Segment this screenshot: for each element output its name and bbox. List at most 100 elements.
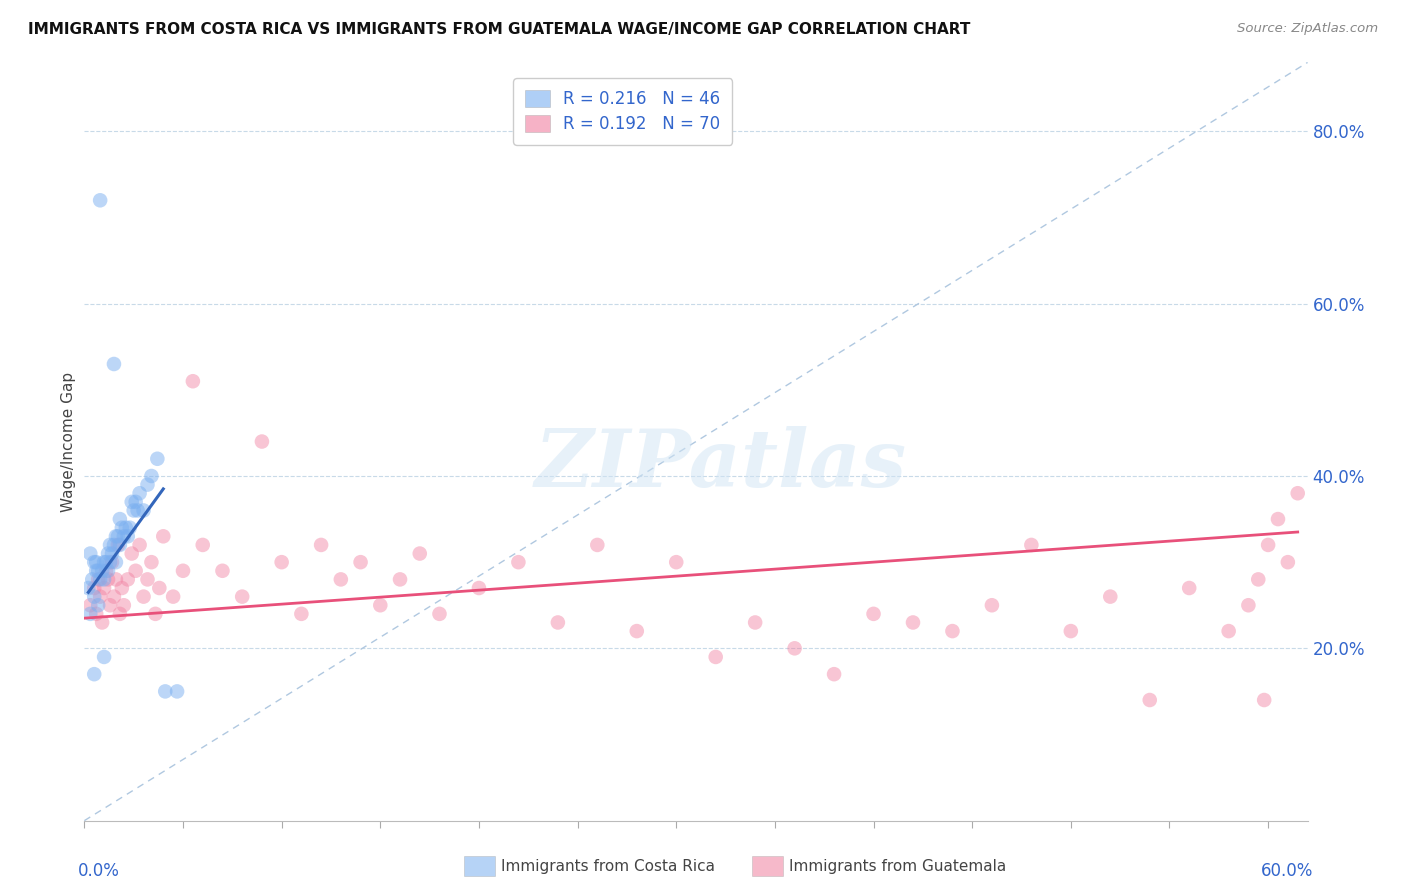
Text: Immigrants from Guatemala: Immigrants from Guatemala bbox=[789, 859, 1007, 873]
Point bbox=[1139, 693, 1161, 707]
Point bbox=[103, 357, 125, 371]
Point bbox=[79, 599, 101, 613]
Point bbox=[108, 607, 131, 621]
Text: Immigrants from Costa Rica: Immigrants from Costa Rica bbox=[501, 859, 714, 873]
Point bbox=[89, 573, 111, 587]
Point bbox=[329, 573, 352, 587]
Point bbox=[704, 649, 727, 664]
Point bbox=[1178, 581, 1201, 595]
Point bbox=[146, 451, 169, 466]
Point bbox=[79, 607, 101, 621]
Point bbox=[93, 581, 115, 595]
Text: 60.0%: 60.0% bbox=[1261, 863, 1313, 880]
Point bbox=[166, 684, 188, 698]
Point bbox=[862, 607, 884, 621]
Point bbox=[104, 529, 127, 543]
Point bbox=[211, 564, 233, 578]
Point bbox=[103, 590, 125, 604]
Legend: R = 0.216   N = 46, R = 0.192   N = 70: R = 0.216 N = 46, R = 0.192 N = 70 bbox=[513, 78, 733, 145]
Point bbox=[107, 538, 129, 552]
Point bbox=[94, 564, 117, 578]
Point bbox=[87, 573, 110, 587]
Point bbox=[121, 547, 143, 561]
Point bbox=[132, 503, 155, 517]
Point bbox=[87, 564, 110, 578]
Point bbox=[79, 547, 101, 561]
Point bbox=[107, 529, 129, 543]
Point bbox=[93, 649, 115, 664]
Point bbox=[468, 581, 491, 595]
Point bbox=[112, 529, 135, 543]
Point bbox=[117, 573, 139, 587]
Point bbox=[124, 495, 146, 509]
Point bbox=[83, 667, 105, 681]
Point bbox=[152, 529, 174, 543]
Point bbox=[108, 512, 131, 526]
Point bbox=[114, 521, 136, 535]
Point bbox=[89, 590, 111, 604]
Point bbox=[112, 599, 135, 613]
Point bbox=[98, 599, 121, 613]
Point bbox=[128, 538, 150, 552]
Point bbox=[84, 564, 107, 578]
Point bbox=[98, 555, 121, 569]
Point bbox=[97, 564, 120, 578]
Point bbox=[122, 503, 145, 517]
Point bbox=[136, 573, 159, 587]
Point bbox=[744, 615, 766, 630]
Point bbox=[87, 599, 110, 613]
Point bbox=[1218, 624, 1240, 639]
Point bbox=[111, 581, 134, 595]
Point bbox=[82, 573, 104, 587]
Point bbox=[83, 590, 105, 604]
Point bbox=[84, 607, 107, 621]
Point bbox=[108, 538, 131, 552]
Point bbox=[1247, 573, 1270, 587]
Point bbox=[101, 555, 124, 569]
Point bbox=[231, 590, 253, 604]
Point bbox=[89, 194, 111, 208]
Point bbox=[429, 607, 451, 621]
Point bbox=[93, 573, 115, 587]
Point bbox=[141, 469, 163, 483]
Point bbox=[250, 434, 273, 449]
Point bbox=[290, 607, 312, 621]
Point bbox=[980, 599, 1002, 613]
Point bbox=[121, 495, 143, 509]
Point bbox=[83, 555, 105, 569]
Point bbox=[508, 555, 530, 569]
Point bbox=[136, 477, 159, 491]
Point bbox=[111, 521, 134, 535]
Text: ZIPatlas: ZIPatlas bbox=[534, 425, 907, 503]
Point bbox=[1257, 538, 1279, 552]
Point bbox=[586, 538, 609, 552]
Point bbox=[117, 529, 139, 543]
Text: IMMIGRANTS FROM COSTA RICA VS IMMIGRANTS FROM GUATEMALA WAGE/INCOME GAP CORRELAT: IMMIGRANTS FROM COSTA RICA VS IMMIGRANTS… bbox=[28, 22, 970, 37]
Point bbox=[104, 573, 127, 587]
Point bbox=[547, 615, 569, 630]
Point bbox=[1237, 599, 1260, 613]
Point bbox=[783, 641, 806, 656]
Point bbox=[181, 374, 204, 388]
Point bbox=[104, 555, 127, 569]
Point bbox=[349, 555, 371, 569]
Point bbox=[941, 624, 963, 639]
Point bbox=[270, 555, 292, 569]
Y-axis label: Wage/Income Gap: Wage/Income Gap bbox=[60, 371, 76, 512]
Point bbox=[148, 581, 170, 595]
Point bbox=[124, 564, 146, 578]
Text: 0.0%: 0.0% bbox=[79, 863, 120, 880]
Point bbox=[101, 547, 124, 561]
Point bbox=[83, 581, 105, 595]
Point bbox=[141, 555, 163, 569]
Point bbox=[409, 547, 432, 561]
Point bbox=[103, 538, 125, 552]
Point bbox=[626, 624, 648, 639]
Point bbox=[1253, 693, 1275, 707]
Point bbox=[1267, 512, 1289, 526]
Point bbox=[1021, 538, 1043, 552]
Text: Source: ZipAtlas.com: Source: ZipAtlas.com bbox=[1237, 22, 1378, 36]
Point bbox=[97, 547, 120, 561]
Point bbox=[389, 573, 412, 587]
Point bbox=[118, 521, 141, 535]
